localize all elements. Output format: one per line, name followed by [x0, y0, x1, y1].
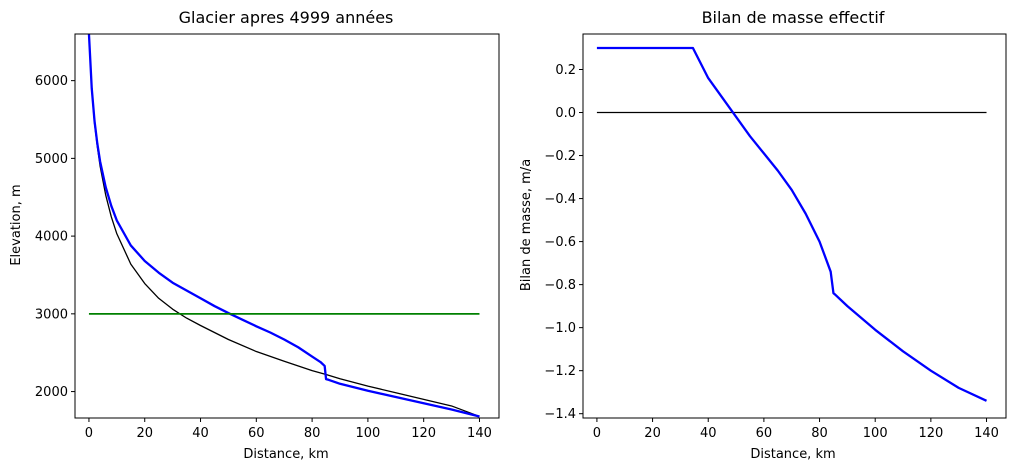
x-tick-label: 20 [644, 426, 661, 441]
axes-frame [74, 33, 500, 419]
surface-line [87, 34, 480, 418]
mass-balance-line [596, 46, 988, 402]
chart-title: Bilan de masse effectif [702, 8, 885, 27]
x-tick-label: 140 [467, 426, 492, 441]
x-tick-label: 0 [593, 426, 601, 441]
y-tick-label: −0.6 [544, 235, 576, 250]
x-tick-label: 40 [192, 426, 209, 441]
y-tick-label: 6000 [35, 74, 68, 89]
y-axis-label: Bilan de masse, m/a [519, 159, 534, 291]
x-axis-label: Distance, km [750, 447, 835, 462]
x-tick-label: 40 [700, 426, 717, 441]
y-tick-label: −0.4 [544, 192, 576, 207]
x-tick-label: 120 [411, 426, 436, 441]
x-axis-label: Distance, km [243, 447, 328, 462]
x-tick-label: 100 [863, 426, 888, 441]
y-axis-label: Elevation, m [9, 184, 24, 265]
y-tick-label: 4000 [35, 230, 68, 245]
y-tick-label: 5000 [35, 152, 68, 167]
plot-area [596, 46, 988, 402]
x-tick-label: 140 [974, 426, 999, 441]
y-tick-label: 0.2 [555, 63, 576, 78]
y-tick-label: −0.2 [544, 149, 576, 164]
x-tick-label: 120 [918, 426, 943, 441]
x-tick-label: 0 [85, 426, 93, 441]
axes-frame [582, 33, 1007, 419]
x-tick-label: 20 [136, 426, 153, 441]
elevation-profile-chart: Glacier apres 4999 années Distance, km E… [9, 8, 500, 462]
bed-line [88, 34, 480, 418]
x-tick-label: 80 [304, 426, 321, 441]
chart-title: Glacier apres 4999 années [179, 8, 394, 27]
y-tick-label: −1.0 [544, 321, 576, 336]
y-tick-label: 2000 [35, 385, 68, 400]
y-tick-label: −0.8 [544, 278, 576, 293]
x-tick-label: 60 [248, 426, 265, 441]
x-tick-label: 60 [756, 426, 773, 441]
y-tick-label: 0.0 [555, 106, 576, 121]
plot-area [87, 34, 480, 418]
y-tick-label: 3000 [35, 307, 68, 322]
x-tick-label: 100 [355, 426, 380, 441]
y-tick-label: −1.2 [544, 364, 576, 379]
x-tick-label: 80 [811, 426, 828, 441]
mass-balance-chart: Bilan de masse effectif Distance, km Bil… [519, 8, 1007, 462]
y-tick-label: −1.4 [544, 407, 576, 422]
